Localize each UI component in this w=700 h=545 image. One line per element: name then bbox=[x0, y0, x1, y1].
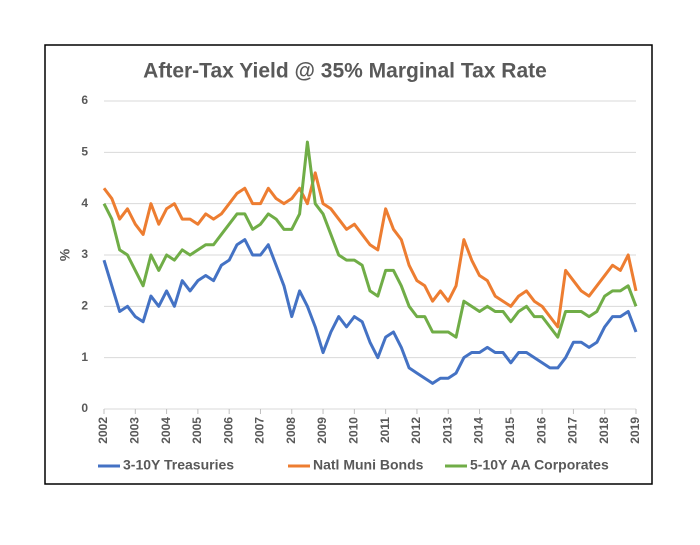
x-tick-label: 2002 bbox=[96, 417, 110, 444]
y-tick-label: 6 bbox=[81, 93, 88, 107]
y-tick-label: 3 bbox=[81, 247, 88, 261]
y-tick-label: 5 bbox=[81, 145, 88, 159]
x-tick-label: 2017 bbox=[566, 417, 580, 444]
chart-frame bbox=[44, 44, 653, 485]
x-tick-label: 2006 bbox=[221, 417, 235, 444]
legend-label: Natl Muni Bonds bbox=[313, 457, 424, 473]
x-tick-label: 2005 bbox=[190, 417, 204, 444]
x-tick-label: 2016 bbox=[534, 417, 548, 444]
x-tick-label: 2011 bbox=[378, 417, 392, 443]
x-tick-label: 2013 bbox=[440, 417, 454, 444]
x-tick-label: 2015 bbox=[503, 417, 517, 444]
x-tick-label: 2007 bbox=[253, 417, 267, 444]
y-tick-label: 0 bbox=[81, 401, 88, 415]
x-tick-label: 2012 bbox=[409, 417, 423, 444]
x-tick-label: 2019 bbox=[628, 417, 642, 444]
series-line bbox=[102, 238, 638, 385]
y-axis-label: % bbox=[57, 248, 73, 261]
x-tick-label: 2018 bbox=[597, 417, 611, 444]
x-tick-label: 2010 bbox=[347, 417, 361, 444]
y-tick-label: 4 bbox=[81, 196, 88, 210]
x-tick-label: 2008 bbox=[284, 417, 298, 444]
x-tick-label: 2003 bbox=[127, 417, 141, 444]
chart-title: After-Tax Yield @ 35% Marginal Tax Rate bbox=[143, 60, 547, 83]
x-tick-label: 2014 bbox=[472, 417, 486, 444]
series-line bbox=[102, 140, 638, 339]
x-tick-label: 2009 bbox=[315, 417, 329, 444]
series-line bbox=[102, 171, 638, 329]
x-tick-label: 2004 bbox=[159, 417, 173, 444]
y-tick-label: 2 bbox=[81, 299, 88, 313]
legend-label: 5-10Y AA Corporates bbox=[470, 457, 609, 473]
legend-label: 3-10Y Treasuries bbox=[123, 457, 234, 473]
y-tick-label: 1 bbox=[81, 350, 88, 364]
